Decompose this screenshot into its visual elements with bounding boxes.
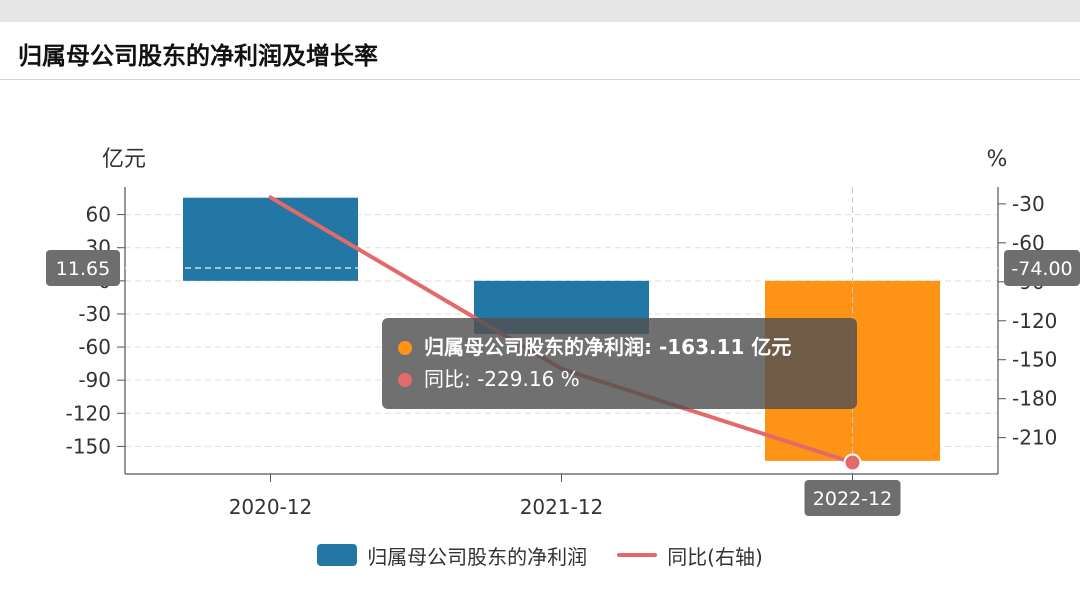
tooltip-text-yoy: 同比: -229.16 % <box>424 367 580 391</box>
tooltip-row-yoy: 同比: -229.16 % <box>398 363 841 395</box>
legend-label-profit: 归属母公司股东的净利润 <box>367 544 588 569</box>
y-left-tick-label: -90 <box>78 368 111 392</box>
legend-item-yoy[interactable]: 同比(右轴) <box>617 541 763 570</box>
x-tick-label-2020-12: 2020-12 <box>229 495 313 519</box>
y-left-tick-label: -120 <box>66 401 111 425</box>
y-right-tick-label: -150 <box>1012 348 1057 372</box>
top-strip <box>0 0 1080 22</box>
axis-pointer-label-category: 2022-12 <box>813 488 892 510</box>
legend-label-yoy: 同比(右轴) <box>667 544 763 569</box>
y-right-tick-label: -30 <box>1012 192 1045 216</box>
axis-pointer-label-category-box <box>804 480 901 516</box>
y-left-tick-label: -150 <box>66 434 111 458</box>
y-left-tick-label: -60 <box>78 335 111 359</box>
axis-pointer-label-right: -74.00 <box>1011 258 1072 280</box>
legend-swatch-profit <box>317 544 358 566</box>
y-right-tick-label: -180 <box>1012 387 1057 411</box>
axis-pointer-label-left-box <box>46 249 120 286</box>
tooltip-dot-yoy <box>398 373 412 387</box>
chart-tooltip: 归属母公司股东的净利润: -163.11 亿元 同比: -229.16 % <box>382 318 857 409</box>
tooltip-text-profit: 归属母公司股东的净利润: -163.11 亿元 <box>424 335 792 359</box>
line-point-highlight <box>843 453 862 472</box>
x-tick-label-2021-12: 2021-12 <box>520 495 604 519</box>
axis-pointer-label-left: 11.65 <box>56 258 110 280</box>
y-left-unit: 亿元 <box>102 147 146 172</box>
y-right-unit: % <box>987 147 1008 172</box>
y-left-tick-label: 60 <box>86 203 111 227</box>
y-right-tick-label: -120 <box>1012 309 1057 333</box>
axis-pointer-label-right-box <box>1004 249 1080 286</box>
y-left-tick-label: -30 <box>78 302 111 326</box>
tooltip-row-profit: 归属母公司股东的净利润: -163.11 亿元 <box>398 331 841 363</box>
tooltip-dot-profit <box>398 341 412 355</box>
page-title: 归属母公司股东的净利润及增长率 <box>18 42 378 70</box>
legend-item-profit[interactable]: 归属母公司股东的净利润 <box>317 541 587 570</box>
y-right-tick-label: -210 <box>1012 426 1057 450</box>
chart-header: 归属母公司股东的净利润及增长率 <box>0 22 1080 80</box>
chart-legend: 归属母公司股东的净利润 同比(右轴) <box>0 540 1080 570</box>
bar-2020-12 <box>183 197 358 281</box>
legend-swatch-yoy <box>617 553 658 557</box>
